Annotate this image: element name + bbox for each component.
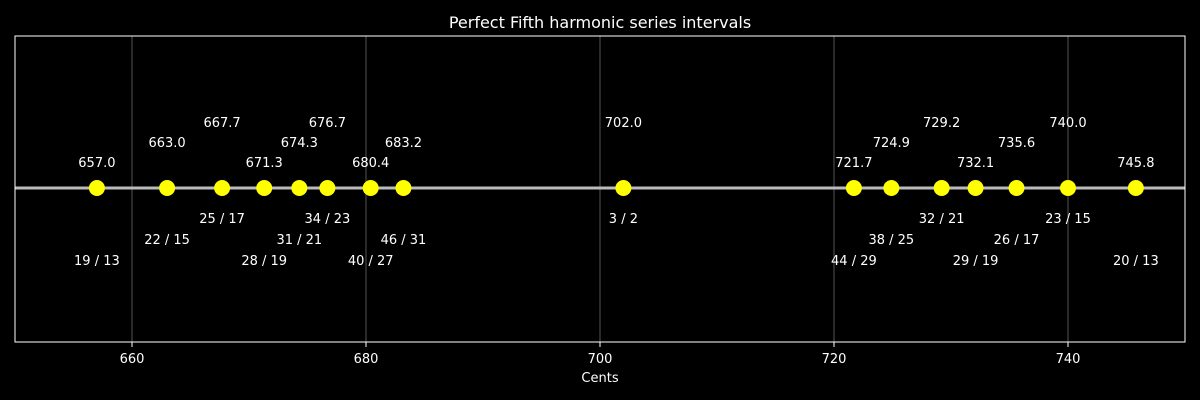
data-point bbox=[933, 180, 950, 196]
cents-label: 732.1 bbox=[957, 156, 994, 171]
cents-label: 667.7 bbox=[203, 116, 240, 131]
x-tick-label: 660 bbox=[120, 352, 145, 367]
x-tick-label: 720 bbox=[822, 352, 847, 367]
ratio-label: 28 / 19 bbox=[241, 254, 287, 269]
cents-label: 680.4 bbox=[352, 156, 389, 171]
ratio-label: 31 / 21 bbox=[276, 233, 322, 248]
data-points bbox=[88, 180, 1144, 196]
x-tick-label: 740 bbox=[1056, 352, 1081, 367]
cents-label: 683.2 bbox=[385, 136, 422, 151]
data-point bbox=[88, 180, 105, 196]
cents-label: 674.3 bbox=[281, 136, 318, 151]
data-point bbox=[319, 180, 336, 196]
data-point bbox=[845, 180, 862, 196]
cents-label: 724.9 bbox=[873, 136, 910, 151]
cents-label: 657.0 bbox=[78, 156, 115, 171]
ratio-label: 44 / 29 bbox=[831, 254, 877, 269]
data-point bbox=[256, 180, 273, 196]
ratio-label: 23 / 15 bbox=[1045, 212, 1091, 227]
ratio-label: 3 / 2 bbox=[609, 212, 638, 227]
ratio-label: 38 / 25 bbox=[868, 233, 914, 248]
cents-label: 745.8 bbox=[1117, 156, 1154, 171]
ratio-label: 29 / 19 bbox=[953, 254, 999, 269]
data-point bbox=[967, 180, 984, 196]
ratio-label: 26 / 17 bbox=[994, 233, 1040, 248]
cents-label: 676.7 bbox=[309, 116, 346, 131]
x-axis-ticks: 660 680 700 720 740 bbox=[120, 342, 1081, 367]
ratio-label: 46 / 31 bbox=[381, 233, 427, 248]
cents-label: 729.2 bbox=[923, 116, 960, 131]
point-labels: 657.0 19 / 13 663.0 22 / 15 667.7 25 / 17 671.… bbox=[74, 116, 1159, 269]
cents-label: 735.6 bbox=[998, 136, 1035, 151]
ratio-label: 19 / 13 bbox=[74, 254, 120, 269]
chart-title: Perfect Fifth harmonic series intervals bbox=[449, 13, 751, 32]
cents-label: 663.0 bbox=[148, 136, 185, 151]
data-point bbox=[214, 180, 231, 196]
data-point bbox=[291, 180, 308, 196]
cents-label: 721.7 bbox=[835, 156, 872, 171]
data-point bbox=[395, 180, 412, 196]
ratio-label: 25 / 17 bbox=[199, 212, 245, 227]
data-point bbox=[1127, 180, 1144, 196]
x-tick-label: 680 bbox=[354, 352, 379, 367]
ratio-label: 34 / 23 bbox=[305, 212, 351, 227]
cents-label: 702.0 bbox=[605, 116, 642, 131]
data-point bbox=[362, 180, 379, 196]
x-tick-label: 700 bbox=[588, 352, 613, 367]
ratio-label: 40 / 27 bbox=[348, 254, 394, 269]
data-point bbox=[1008, 180, 1025, 196]
data-point bbox=[159, 180, 176, 196]
ratio-label: 20 / 13 bbox=[1113, 254, 1159, 269]
x-axis-label: Cents bbox=[581, 371, 618, 386]
data-point bbox=[883, 180, 900, 196]
ratio-label: 32 / 21 bbox=[919, 212, 965, 227]
data-point bbox=[615, 180, 632, 196]
cents-label: 740.0 bbox=[1049, 116, 1086, 131]
cents-label: 671.3 bbox=[246, 156, 283, 171]
ratio-label: 22 / 15 bbox=[144, 233, 190, 248]
data-point bbox=[1060, 180, 1076, 196]
